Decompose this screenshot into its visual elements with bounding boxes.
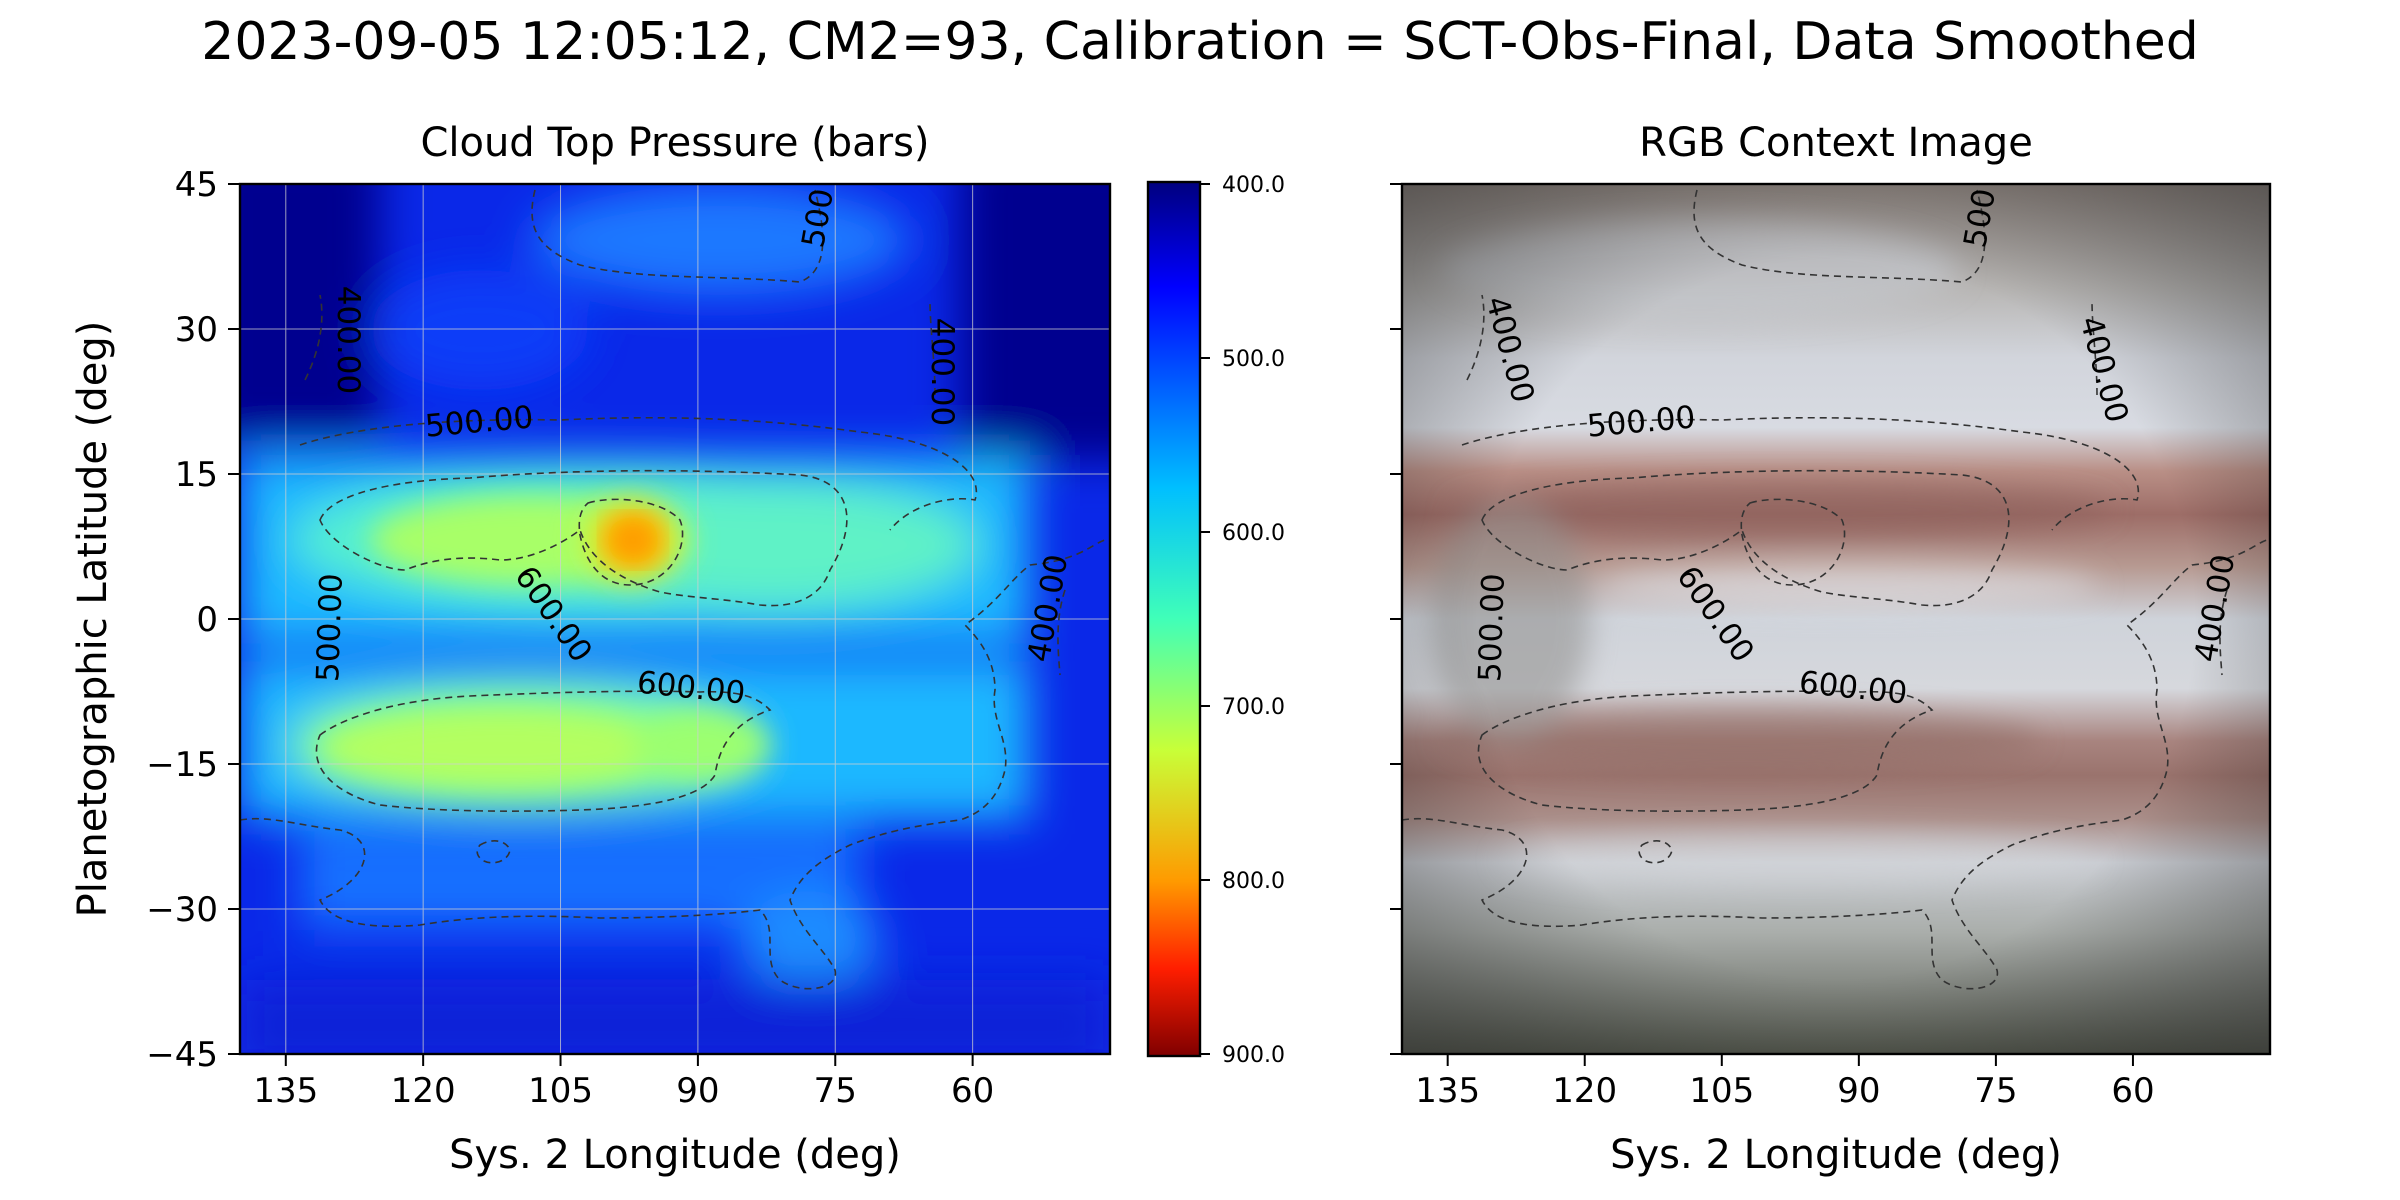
- left-x-axis-label: Sys. 2 Longitude (deg): [449, 1132, 901, 1178]
- x-tick-label: 135: [1415, 1071, 1480, 1111]
- contour-label: 400.00: [330, 286, 366, 394]
- right-x-axis-label: Sys. 2 Longitude (deg): [1610, 1132, 2062, 1178]
- pressure-colorbar: 400.0 500.0 600.0 700.0 800.0 900.0: [1146, 173, 1285, 1068]
- x-tick-label: 105: [1689, 1071, 1754, 1111]
- right-contours: [1402, 189, 2268, 990]
- colorbar-tick-label: 700.0: [1222, 695, 1285, 720]
- colorbar-ticks: 400.0 500.0 600.0 700.0 800.0 900.0: [1200, 173, 1285, 1068]
- x-tick-label: 135: [253, 1071, 318, 1111]
- contour-label: 500.00: [310, 573, 350, 683]
- rgb-context-image: 400.00 400.00 500.00 500 500.00 600.00 6…: [1402, 184, 2270, 1054]
- contour-label: 500.00: [1472, 573, 1512, 683]
- y-tick-label: −45: [146, 1035, 218, 1075]
- x-tick-label: 60: [2111, 1071, 2154, 1111]
- colorbar-tick-label: 500.0: [1222, 347, 1285, 372]
- x-tick-label: 90: [1837, 1071, 1880, 1111]
- colorbar-tick-label: 600.0: [1222, 521, 1285, 546]
- pressure-heatmap: 400.00 400.00 500.00 500 500.00 600.00 6…: [240, 184, 1110, 1054]
- right-panel-title: RGB Context Image: [1639, 120, 2033, 166]
- x-tick-label: 60: [951, 1071, 994, 1111]
- pressure-map-panel: Cloud Top Pressure (bars): [70, 120, 1112, 1178]
- right-x-axis-ticks: 135 120 105 90 75 60: [1415, 1054, 2155, 1111]
- colorbar-tick-label: 900.0: [1222, 1043, 1285, 1068]
- x-tick-label: 120: [391, 1071, 456, 1111]
- left-contours: [240, 189, 1106, 990]
- contour-label: 400.00: [924, 318, 960, 426]
- y-tick-label: 45: [175, 165, 218, 205]
- left-y-axis-ticks: 45 30 15 0 −15 −30 −45: [146, 165, 240, 1075]
- rgb-context-panel: RGB Context Image: [1390, 120, 2272, 1178]
- x-tick-label: 75: [814, 1071, 857, 1111]
- x-tick-label: 90: [676, 1071, 719, 1111]
- x-tick-label: 75: [1974, 1071, 2017, 1111]
- y-tick-label: 0: [196, 600, 218, 640]
- left-x-axis-ticks: 135 120 105 90 75 60: [253, 1054, 994, 1111]
- figure-title: 2023-09-05 12:05:12, CM2=93, Calibration…: [201, 12, 2199, 72]
- y-tick-label: 15: [175, 455, 218, 495]
- y-tick-label: −15: [146, 745, 218, 785]
- y-tick-label: 30: [175, 310, 218, 350]
- colorbar-tick-label: 800.0: [1222, 869, 1285, 894]
- right-y-axis-ticks: [1390, 183, 1402, 1055]
- x-tick-label: 120: [1552, 1071, 1617, 1111]
- left-panel-title: Cloud Top Pressure (bars): [420, 120, 929, 166]
- y-tick-label: −30: [146, 890, 218, 930]
- colorbar-gradient: [1146, 180, 1202, 1058]
- y-axis-label: Planetographic Latitude (deg): [70, 321, 116, 918]
- colorbar-tick-label: 400.0: [1222, 173, 1285, 198]
- x-tick-label: 105: [528, 1071, 593, 1111]
